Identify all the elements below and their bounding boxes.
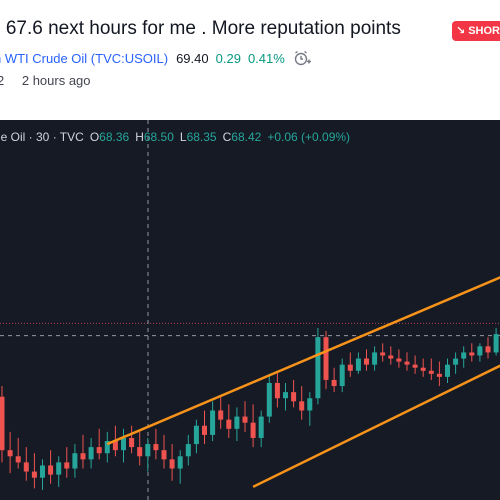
channel-upper-line: [106, 276, 500, 446]
candle-body: [485, 346, 491, 353]
candle-body: [112, 441, 118, 451]
symbol-change-percent: 0.41%: [247, 50, 285, 66]
candle-body: [428, 370, 434, 374]
chart-legend: de Oil · 30 · TVC O 68.36 H 68.50 L 68.35 C…: [0, 130, 350, 144]
candle-body: [469, 352, 475, 356]
candle-body: [453, 358, 459, 365]
candle-body: [193, 425, 199, 445]
candle-body: [380, 352, 386, 356]
candle-body: [177, 456, 183, 469]
chart-panel[interactable]: de Oil · 30 · TVC O 68.36 H 68.50 L 68.35 C…: [0, 120, 500, 500]
candle-body: [323, 337, 329, 380]
arrow-down-right-icon: ↘: [456, 25, 466, 37]
candle-body: [169, 459, 175, 469]
candle-body: [56, 462, 62, 475]
candle-body: [31, 471, 37, 478]
meta-row: 2 2 hours ago: [0, 73, 91, 88]
candle-body: [258, 416, 264, 438]
candle-body: [80, 453, 86, 460]
candle-body: [388, 355, 394, 359]
candle-body: [477, 346, 483, 356]
channel-lower-line: [252, 364, 500, 488]
candle-body: [226, 419, 232, 429]
candle-body: [218, 410, 224, 420]
candle-body: [307, 398, 313, 411]
symbol-link[interactable]: n WTI Crude Oil (TVC:USOIL): [0, 50, 169, 66]
candle-body: [331, 379, 337, 387]
candle-body: [315, 337, 321, 399]
candle-body: [121, 437, 126, 451]
candle-body: [153, 444, 159, 451]
candle-body: [104, 441, 110, 454]
candle-body: [436, 373, 442, 377]
candlestick-chart[interactable]: [0, 120, 500, 500]
candle-body: [64, 462, 70, 469]
candle-body: [412, 364, 418, 368]
candle-body: [72, 453, 78, 469]
candle-body: [266, 382, 272, 417]
candle-body: [96, 447, 102, 454]
candle-body: [15, 456, 21, 463]
legend-low: 68.35: [186, 130, 217, 144]
candle-body: [242, 416, 248, 423]
symbol-change: 0.29: [215, 50, 241, 66]
candle-body: [420, 367, 426, 371]
author-fragment[interactable]: 2: [0, 73, 5, 88]
candle-body: [445, 364, 450, 377]
symbol-row: n WTI Crude Oil (TVC:USOIL) 69.40 0.29 0…: [0, 49, 311, 67]
time-ago: 2 hours ago: [21, 73, 91, 88]
candle-body: [202, 425, 207, 435]
legend-open: 68.36: [99, 130, 130, 144]
candle-body: [137, 447, 143, 457]
legend-high-label: H: [135, 130, 144, 144]
candle-body: [234, 416, 240, 429]
short-badge-label: SHOR: [468, 25, 500, 37]
candle-body: [461, 352, 467, 359]
candle-body: [185, 444, 191, 457]
candle-body: [23, 462, 29, 472]
short-badge: ↘ SHOR: [452, 21, 500, 41]
candle-body: [372, 352, 378, 365]
idea-title: o 67.6 next hours for me . More reputati…: [0, 18, 401, 39]
candle-body: [210, 410, 216, 435]
candle-body: [299, 401, 305, 411]
candle-body: [347, 364, 353, 371]
candle-body: [291, 392, 297, 402]
candle-body: [88, 447, 94, 460]
legend-delta: +0.06 (+0.09%): [267, 130, 351, 144]
symbol-price: 69.40: [176, 50, 209, 66]
candle-body: [274, 382, 280, 399]
legend-close: 68.42: [231, 130, 262, 144]
candle-body: [0, 396, 5, 451]
candle-body: [493, 334, 499, 353]
legend-open-label: O: [89, 130, 100, 144]
candle-body: [48, 465, 54, 475]
candle-body: [7, 450, 13, 457]
legend-high: 68.50: [143, 130, 174, 144]
legend-close-label: C: [222, 130, 232, 144]
candle-body: [283, 392, 288, 399]
candle-body: [129, 437, 135, 448]
candle-body: [339, 364, 345, 387]
candle-body: [355, 358, 361, 371]
candle-body: [404, 361, 410, 365]
alarm-clock-add-icon[interactable]: [293, 49, 311, 67]
candle-body: [396, 358, 402, 362]
candle-body: [161, 450, 167, 460]
candle-body: [40, 465, 45, 478]
candle-body: [145, 444, 151, 457]
legend-low-label: L: [179, 130, 187, 144]
legend-symbol: de Oil · 30 · TVC: [0, 130, 84, 144]
candle-body: [250, 422, 256, 438]
candle-body: [364, 358, 369, 365]
